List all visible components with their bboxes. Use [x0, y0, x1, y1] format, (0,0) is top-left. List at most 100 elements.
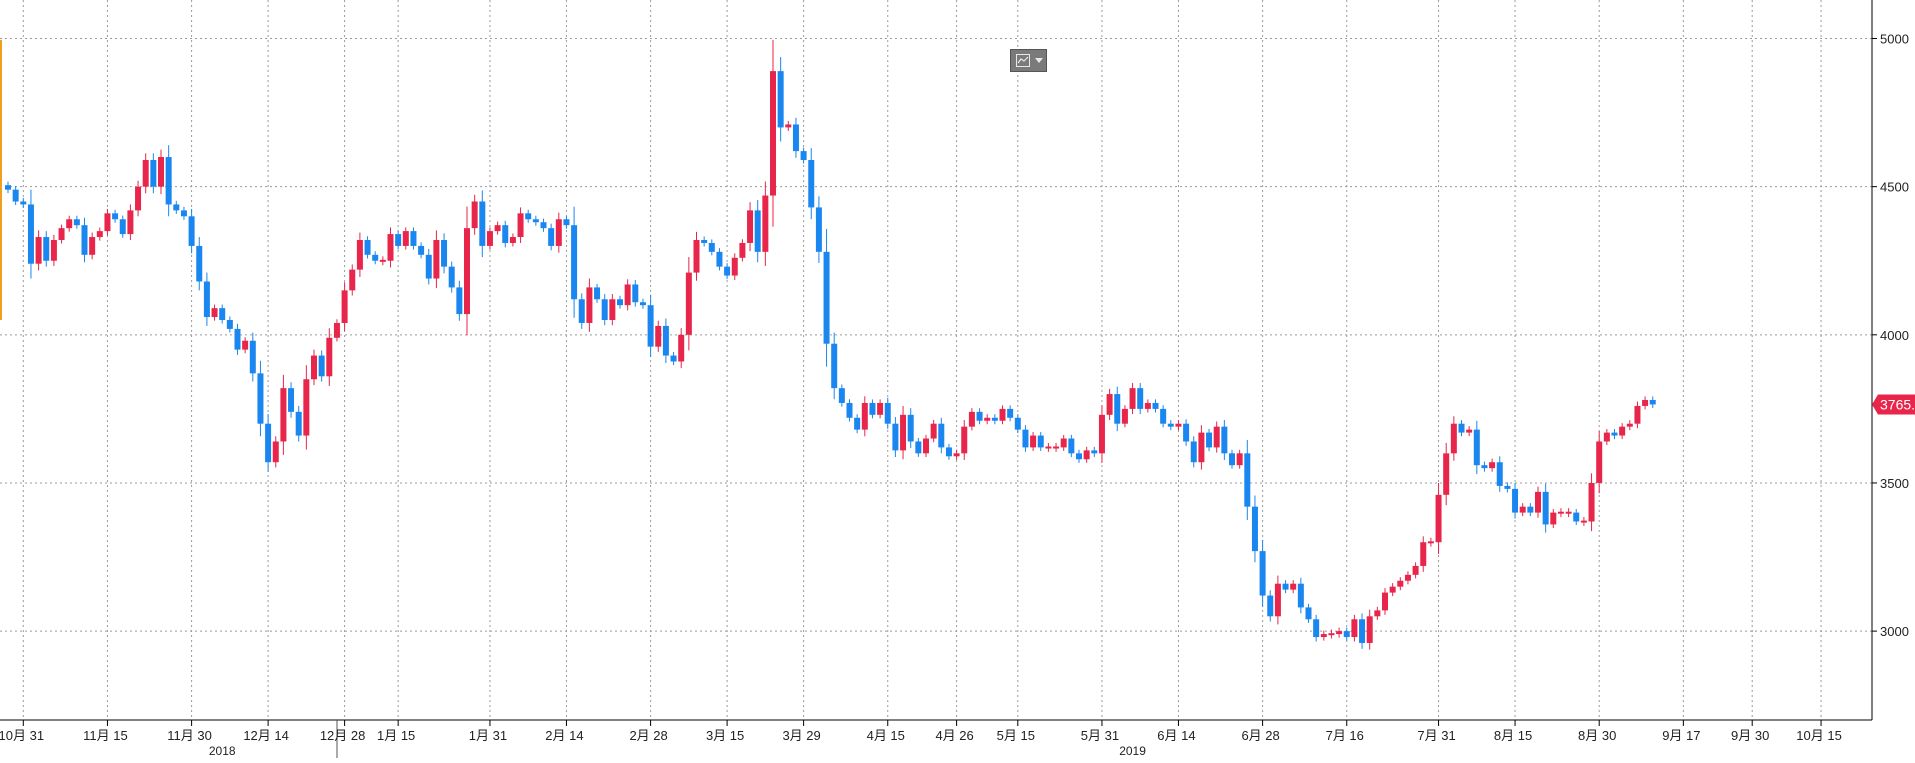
candle-body: [1076, 453, 1082, 460]
candle-body: [326, 337, 333, 377]
candle-body: [318, 355, 325, 377]
candle-body: [1098, 414, 1105, 454]
candle-body: [555, 219, 562, 246]
candle-body: [1450, 423, 1457, 454]
candle-body: [854, 417, 861, 430]
candle-body: [58, 228, 65, 240]
candle-body: [1014, 417, 1021, 430]
candle-body: [1504, 485, 1511, 489]
candle-body: [1412, 565, 1419, 575]
candle-body: [907, 414, 914, 442]
candle-body: [1489, 462, 1496, 469]
candle-body: [1083, 450, 1090, 460]
candle-body: [586, 287, 593, 323]
candle-body: [571, 225, 578, 300]
candle-body: [242, 340, 249, 350]
candle-body: [425, 254, 432, 279]
candle-body: [540, 222, 547, 229]
candle-body: [1458, 423, 1465, 433]
candle-body: [976, 411, 983, 421]
candle-body: [188, 216, 195, 246]
candle-body: [1473, 429, 1480, 466]
candles: [5, 40, 1656, 650]
candle-body: [27, 204, 34, 264]
candle-body: [984, 417, 991, 421]
candle-body: [1642, 400, 1649, 406]
candle-body: [35, 237, 42, 264]
candle-body: [601, 299, 608, 320]
candle-body: [525, 213, 532, 220]
candle-body: [1160, 408, 1167, 424]
candle-body: [89, 237, 96, 255]
candle-body: [563, 219, 570, 226]
candle-body: [234, 328, 241, 350]
candle-body: [724, 266, 731, 276]
candle-body: [387, 234, 394, 261]
candle-body: [66, 219, 73, 229]
candle-body: [1443, 453, 1450, 495]
candle-body: [418, 245, 425, 255]
candle-body: [1183, 423, 1190, 442]
y-tick-label: 3000: [1880, 624, 1909, 639]
candle-body: [1030, 435, 1037, 448]
year-label: 2019: [1119, 744, 1146, 758]
candle-body: [502, 225, 509, 243]
y-tick-label: 4000: [1880, 328, 1909, 343]
x-tick-label: 4月 15: [867, 728, 905, 743]
candle-body: [1229, 453, 1235, 466]
candle-body: [685, 272, 692, 335]
candle-body: [991, 417, 998, 421]
candle-body: [173, 204, 180, 211]
x-tick-label: 9月 17: [1662, 728, 1700, 743]
candle-body: [265, 423, 272, 463]
candle-body: [532, 219, 539, 223]
candle-body: [1557, 511, 1564, 514]
candle-body: [12, 189, 19, 202]
candle-body: [1603, 432, 1610, 442]
candle-body: [953, 453, 960, 457]
candle-body: [1045, 446, 1052, 449]
candle-body: [1389, 586, 1396, 593]
chart-type-button[interactable]: [1010, 49, 1047, 72]
candle-body: [792, 124, 799, 152]
grid-lines: [0, 0, 1872, 720]
candle-body: [211, 308, 218, 318]
candle-body: [509, 237, 516, 243]
candle-body: [1068, 438, 1075, 454]
candle-body: [119, 219, 126, 235]
candle-body: [624, 284, 631, 306]
candle-body: [112, 213, 119, 220]
candle-body: [1435, 494, 1442, 543]
candle-body: [877, 402, 884, 415]
candle-body: [333, 322, 340, 338]
candle-body: [1328, 633, 1335, 636]
candle-body: [1527, 506, 1534, 513]
candle-body: [892, 423, 899, 451]
axis-labels: 3000 3500 4000 4500 5000 10月 31 11月 15 11月 30 12…: [0, 32, 1915, 758]
x-tick-label: 9月 30: [1731, 728, 1769, 743]
candle-body: [1129, 388, 1136, 409]
x-tick-label: 8月 15: [1494, 728, 1532, 743]
candle-body: [1427, 541, 1434, 544]
candle-body: [1351, 619, 1358, 638]
candle-body: [1596, 441, 1603, 483]
x-tick-label: 7月 31: [1417, 728, 1455, 743]
candle-body: [1343, 631, 1350, 638]
candle-body: [1267, 595, 1274, 617]
candle-body: [701, 240, 708, 243]
candle-body: [831, 343, 838, 389]
x-tick-label: 6月 14: [1157, 728, 1195, 743]
candle-body: [142, 160, 149, 187]
candle-body: [1649, 400, 1656, 405]
candle-body: [1259, 551, 1266, 596]
candle-body: [1244, 453, 1251, 507]
y-tick-label: 3500: [1880, 476, 1909, 491]
candle-body: [1512, 488, 1519, 513]
candle-body: [517, 213, 524, 238]
candle-body: [1420, 542, 1427, 566]
candle-body: [1167, 423, 1174, 427]
candle-body: [647, 305, 654, 347]
candle-body: [5, 185, 11, 190]
